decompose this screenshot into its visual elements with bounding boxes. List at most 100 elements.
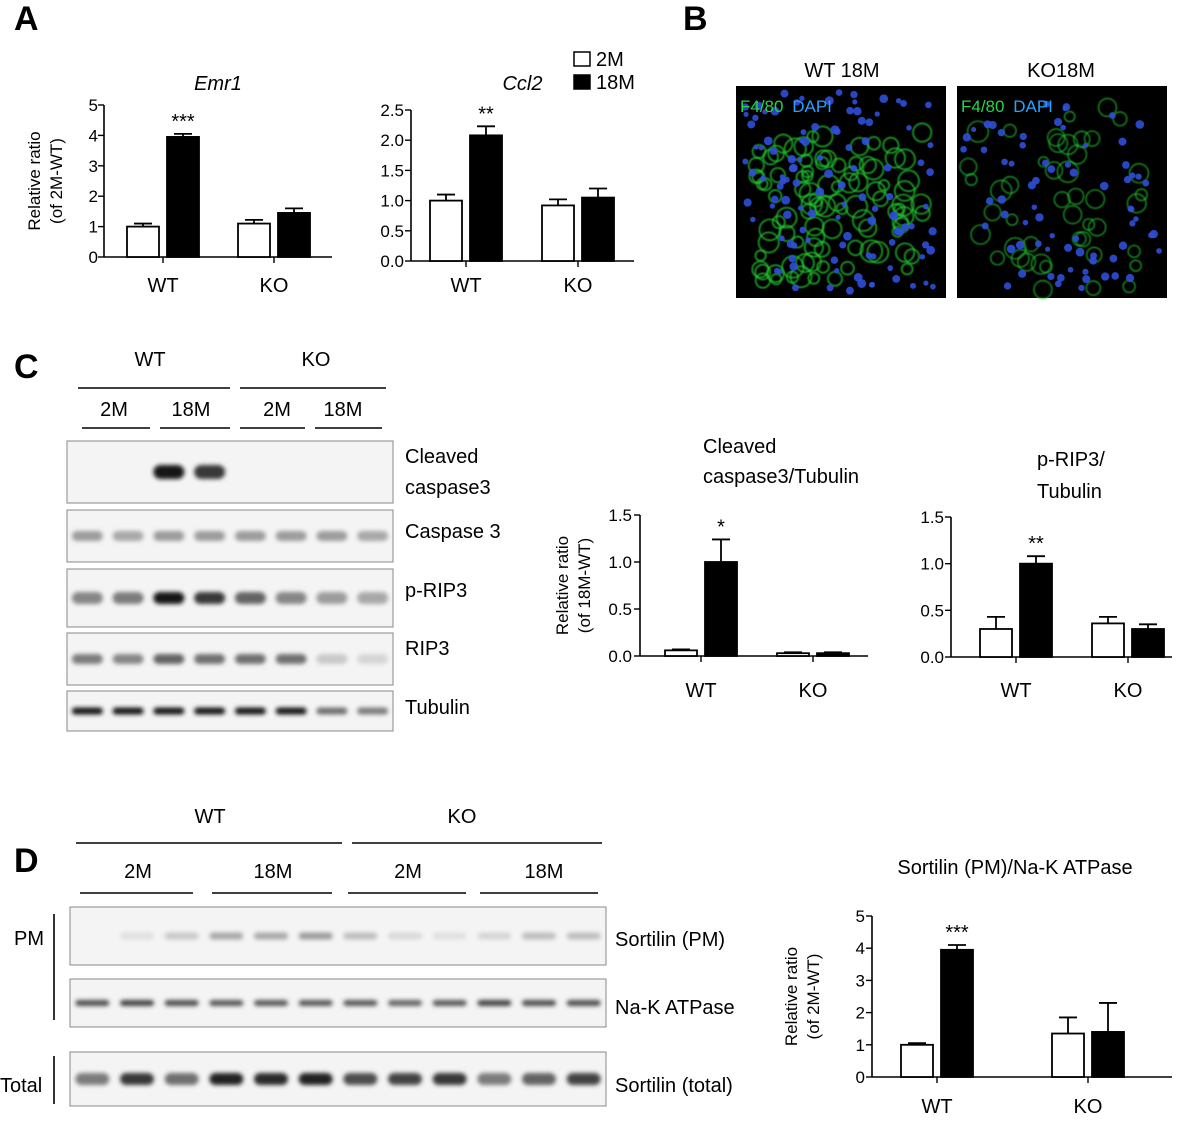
blot-d-timepoint: 2M xyxy=(394,861,422,883)
nucleus xyxy=(788,254,796,263)
chart-title: Tubulin xyxy=(1037,481,1102,503)
nucleus xyxy=(883,163,892,172)
nucleus xyxy=(865,118,874,127)
nucleus xyxy=(853,273,863,282)
nucleus xyxy=(789,163,798,173)
bar xyxy=(469,134,503,262)
cell-membrane xyxy=(757,231,780,254)
nucleus xyxy=(858,193,867,201)
cell-membrane xyxy=(767,144,785,163)
band xyxy=(112,531,144,541)
cell-membrane xyxy=(1097,97,1118,118)
blot-c-timepoint: 2M xyxy=(100,399,128,421)
band-label-cleaved-caspase3: caspase3 xyxy=(405,477,491,499)
band xyxy=(316,707,348,715)
cell-membrane xyxy=(807,272,821,285)
nucleus xyxy=(922,203,929,210)
cell-membrane xyxy=(914,205,931,222)
band xyxy=(234,707,266,715)
band xyxy=(357,592,389,604)
nucleus xyxy=(793,99,801,106)
band xyxy=(275,707,307,715)
nucleus xyxy=(1099,181,1109,191)
nucleus xyxy=(1148,232,1155,239)
nucleus xyxy=(867,216,877,225)
nucleus xyxy=(774,267,781,275)
bar-chart-cleaved-caspase3: 0.0 0.5 1.0 1.5 WT KO * Cleaved caspase3/Tubulin… xyxy=(553,436,868,702)
blot-d-group-ko: KO xyxy=(448,806,477,828)
y-tick-label: 2.0 xyxy=(380,131,404,150)
nucleus xyxy=(1041,159,1049,167)
nucleus xyxy=(783,176,790,183)
nucleus xyxy=(980,146,988,154)
band xyxy=(298,932,333,940)
band-label-rip3: RIP3 xyxy=(405,638,449,660)
cell-membrane xyxy=(769,167,786,184)
x-tick-label: KO xyxy=(1074,1096,1103,1118)
cell-membrane xyxy=(794,180,812,198)
panel-label-d: D xyxy=(14,842,39,880)
cell-membrane xyxy=(882,136,900,154)
cell-membrane xyxy=(990,250,1005,266)
cell-membrane xyxy=(1017,252,1037,272)
nucleus xyxy=(845,286,854,295)
panel-label-a: A xyxy=(14,0,39,38)
nucleus xyxy=(962,133,972,142)
cell-membrane xyxy=(1056,160,1079,183)
nucleus xyxy=(741,103,749,111)
y-axis-label: Relative ratio xyxy=(25,131,44,230)
nucleus xyxy=(1075,247,1085,257)
nucleus xyxy=(1133,216,1139,222)
bar xyxy=(1091,1031,1125,1078)
micrograph-ko: KO18M F4/80 DAPI xyxy=(957,60,1167,300)
y-tick-label: 1.0 xyxy=(380,192,404,211)
significance-marker: * xyxy=(717,516,725,538)
band xyxy=(209,932,244,940)
bar xyxy=(940,948,974,1078)
blot-strip-sortilin-total xyxy=(69,1051,607,1107)
nucleus xyxy=(997,129,1006,137)
legend: 2M 18M xyxy=(573,49,635,94)
nucleus xyxy=(1128,206,1135,213)
fraction-label-pm: PM xyxy=(14,928,44,950)
nucleus xyxy=(1135,173,1142,180)
cell-membrane xyxy=(814,195,836,218)
stain-label-green: F4/80 xyxy=(961,97,1004,116)
bar-chart-ccl2: 0.0 0.5 1.0 1.5 2.0 2.5 WT KO ** Ccl2 xyxy=(380,73,634,297)
cell-stain-overlay-ko xyxy=(959,97,1162,300)
nucleus xyxy=(853,107,862,116)
nucleus xyxy=(762,108,768,115)
nucleus xyxy=(1111,272,1119,280)
nucleus xyxy=(769,203,776,209)
nucleus xyxy=(758,145,764,151)
band xyxy=(357,707,389,715)
nucleus xyxy=(906,125,912,131)
cell-membrane xyxy=(1001,176,1020,194)
nucleus xyxy=(857,116,866,125)
nucleus xyxy=(927,142,934,149)
nucleus xyxy=(1015,240,1025,250)
nucleus xyxy=(786,240,795,248)
bar xyxy=(1131,628,1165,658)
nucleus xyxy=(900,100,907,107)
cell-membrane xyxy=(1085,189,1106,209)
nucleus xyxy=(981,222,989,230)
cell-membrane xyxy=(847,239,864,257)
y-tick-label: 2.5 xyxy=(380,101,404,120)
cell-membrane xyxy=(844,195,868,219)
legend-swatch-18m xyxy=(573,74,591,90)
nucleus xyxy=(796,156,803,163)
blot-strip-na-k-atpase xyxy=(69,978,607,1028)
nucleus xyxy=(742,158,749,165)
nucleus xyxy=(930,283,936,290)
cell-membrane xyxy=(858,218,878,238)
cell-membrane xyxy=(801,251,822,272)
bar xyxy=(126,225,160,258)
y-tick-label: 0.0 xyxy=(920,648,944,667)
y-tick-label: 0 xyxy=(89,248,98,267)
nucleus xyxy=(771,195,779,204)
y-tick-label: 1 xyxy=(856,1036,865,1055)
blot-c-group-ko: KO xyxy=(302,349,331,371)
nucleus xyxy=(1118,241,1128,250)
